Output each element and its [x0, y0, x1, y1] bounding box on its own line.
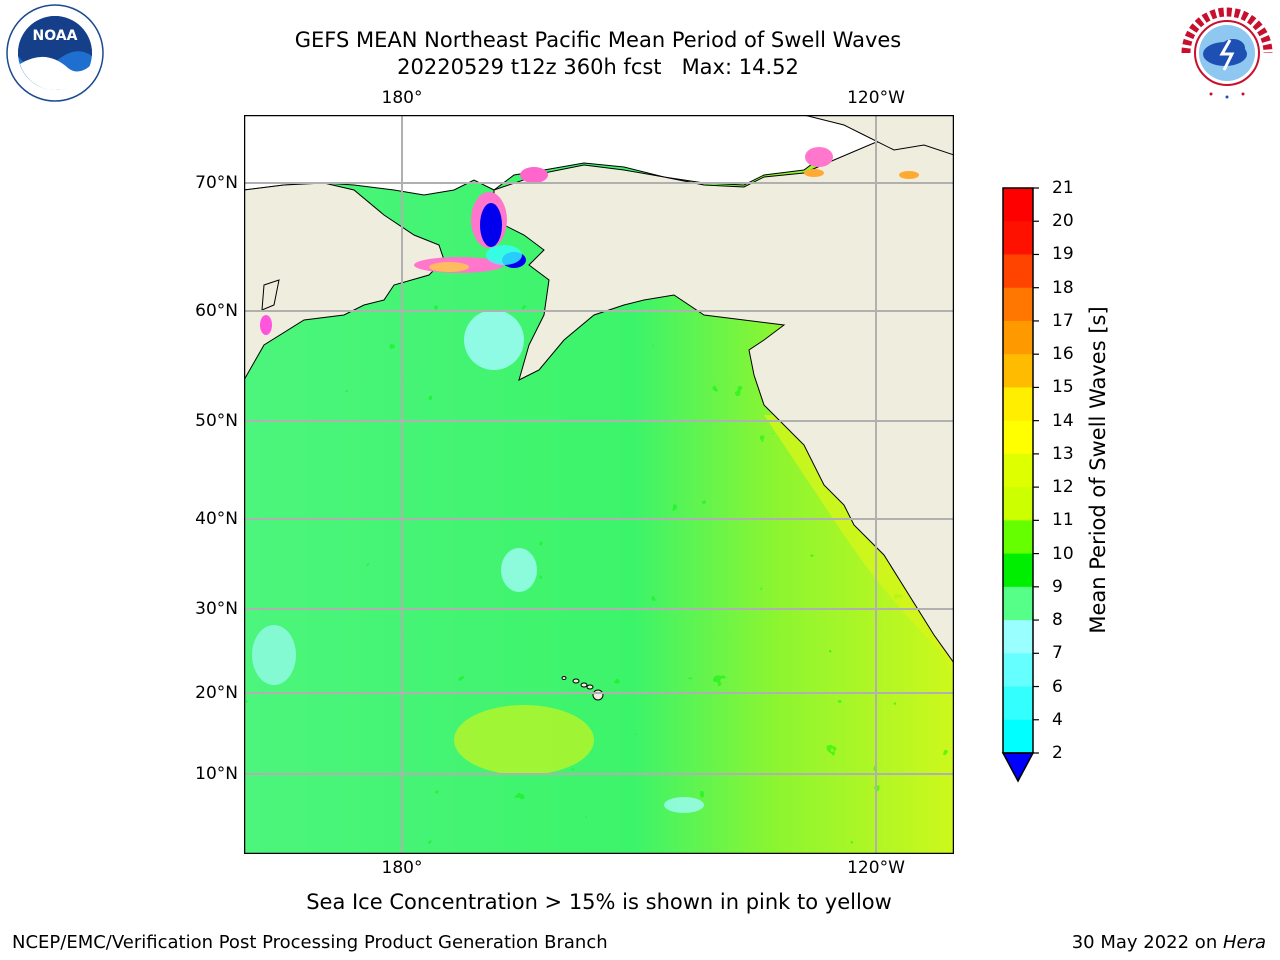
colorbar-segment	[1003, 554, 1033, 588]
colorbar-extend-triangle	[1003, 753, 1033, 781]
colorbar-tick-label: 8	[1052, 610, 1063, 630]
colorbar-segment	[1003, 221, 1033, 255]
colorbar-segment	[1003, 354, 1033, 388]
colorbar-tick-label: 17	[1052, 311, 1074, 331]
cyan-patch-west	[252, 625, 296, 685]
footer-date: 30 May 2022 on	[1072, 932, 1223, 953]
footer-right: 30 May 2022 on Hera	[1072, 932, 1266, 953]
colorbar-segment	[1003, 454, 1033, 488]
colorbar-tick-label: 21	[1052, 178, 1074, 198]
colorbar-tick-label: 9	[1052, 577, 1063, 597]
chart-subtitle: 20220529 t12z 360h fcst Max: 14.52	[0, 54, 1196, 80]
lat-label-70n: 70°N	[178, 173, 238, 193]
colorbar-segment	[1003, 188, 1033, 222]
lon-label-top-120w: 120°W	[847, 88, 905, 108]
colorbar-segment	[1003, 620, 1033, 654]
colorbar-segment	[1003, 288, 1033, 322]
colorbar-segment	[1003, 520, 1033, 554]
colorbar-segment	[1003, 421, 1033, 455]
noaa-logo-icon: NOAA	[6, 4, 104, 102]
colorbar-tick-label: 20	[1052, 211, 1074, 231]
chart-title: GEFS MEAN Northeast Pacific Mean Period …	[0, 27, 1196, 53]
lat-label-20n: 20°N	[178, 683, 238, 703]
colorbar-label: Mean Period of Swell Waves [s]	[1086, 306, 1110, 633]
colorbar-tick-label: 12	[1052, 477, 1074, 497]
colorbar	[1000, 185, 1040, 785]
colorbar-tick-label: 2	[1052, 743, 1063, 763]
lat-label-60n: 60°N	[178, 301, 238, 321]
lat-label-50n: 50°N	[178, 411, 238, 431]
cyan-patch-mid	[501, 548, 537, 592]
colorbar-tick-label: 4	[1052, 710, 1063, 730]
nws-logo-icon	[1178, 4, 1276, 102]
colorbar-segment	[1003, 321, 1033, 355]
colorbar-tick-label: 14	[1052, 411, 1074, 431]
figure: NOAA GEFS MEAN Northeast Pacific Mean Pe…	[0, 0, 1280, 960]
footer-left: NCEP/EMC/Verification Post Processing Pr…	[12, 932, 608, 953]
colorbar-segment	[1003, 653, 1033, 687]
colorbar-tick-label: 19	[1052, 244, 1074, 264]
lon-label-top-180: 180°	[382, 88, 423, 108]
lat-label-40n: 40°N	[178, 509, 238, 529]
colorbar-segment	[1003, 387, 1033, 421]
colorbar-tick-label: 16	[1052, 344, 1074, 364]
colorbar-tick-label: 10	[1052, 544, 1074, 564]
footer-host: Hera	[1223, 932, 1266, 953]
colorbar-segment	[1003, 720, 1033, 754]
lon-label-bottom-180: 180°	[382, 858, 423, 878]
lat-label-10n: 10°N	[178, 764, 238, 784]
yellow-zone-south	[454, 705, 594, 775]
colorbar-tick-label: 7	[1052, 643, 1063, 663]
colorbar-segment	[1003, 487, 1033, 521]
colorbar-tick-label: 15	[1052, 377, 1074, 397]
colorbar-tick-label: 18	[1052, 278, 1074, 298]
colorbar-segment	[1003, 587, 1033, 621]
colorbar-tick-label: 6	[1052, 677, 1063, 697]
cyan-patch-south	[664, 797, 704, 813]
colorbar-tick-label: 13	[1052, 444, 1074, 464]
colorbar-tick-label: 11	[1052, 510, 1074, 530]
colorbar-segment	[1003, 687, 1033, 721]
map-panel	[244, 115, 954, 854]
cyan-patch-north	[464, 310, 524, 370]
sea-ice-note: Sea Ice Concentration > 15% is shown in …	[244, 890, 954, 914]
lat-label-30n: 30°N	[178, 599, 238, 619]
colorbar-segment	[1003, 254, 1033, 288]
lon-label-bottom-120w: 120°W	[847, 858, 905, 878]
